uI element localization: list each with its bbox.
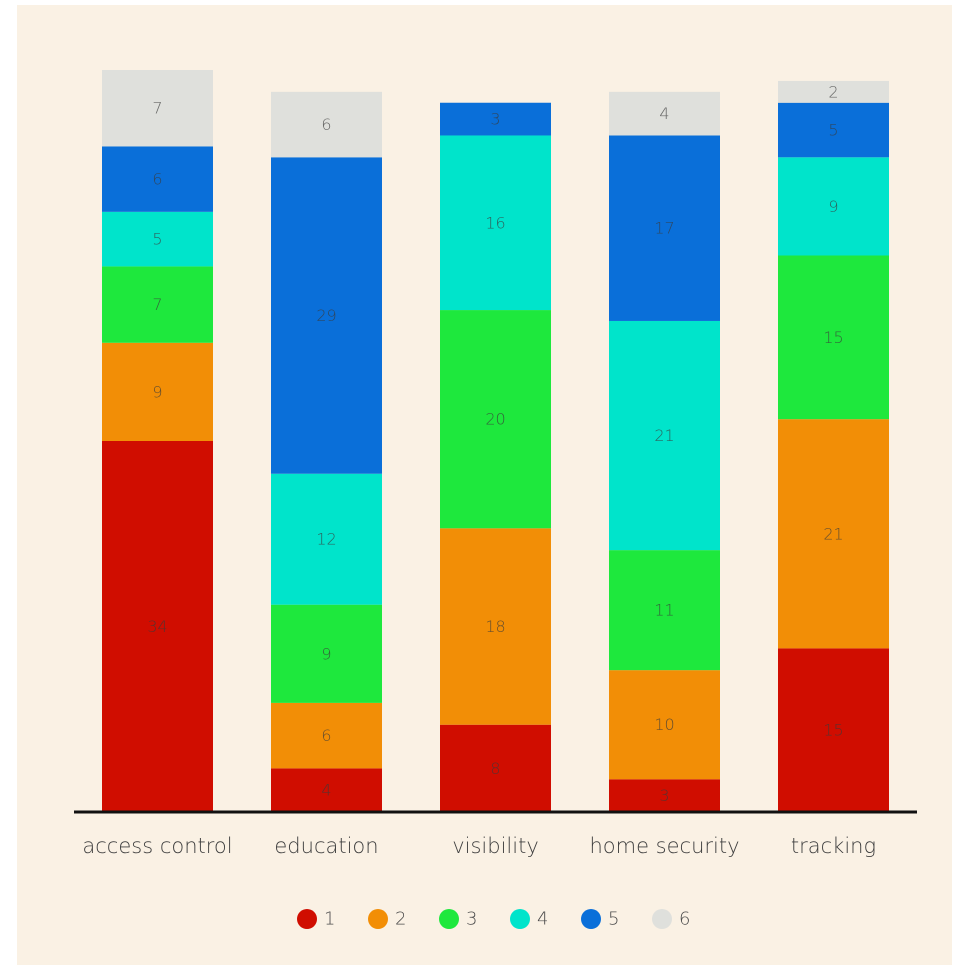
legend-item-1: 1: [297, 909, 335, 930]
segment-value-label: 3: [659, 786, 669, 805]
category-label-tracking: tracking: [791, 834, 876, 858]
bar-segment-visibility-series-2: [440, 528, 551, 725]
legend-item-2: 2: [368, 909, 406, 930]
category-label-visibility: visibility: [452, 834, 539, 858]
legend-item-6: 6: [652, 909, 690, 930]
segment-value-label: 3: [490, 110, 500, 129]
bar-segment-education-series-3: [271, 604, 382, 703]
legend-item-4: 4: [510, 909, 548, 930]
bar-segment-home-security-series-6: [609, 91, 720, 136]
bar-segment-visibility-series-3: [440, 310, 551, 529]
segment-value-label: 8: [490, 759, 500, 778]
bar-segment-home-security-series-1: [609, 779, 720, 812]
segment-value-label: 15: [823, 328, 843, 347]
legend-swatch: [510, 909, 530, 929]
category-label-home-security: home security: [589, 834, 739, 858]
bar-segment-education-series-6: [271, 91, 382, 158]
legend-swatch: [581, 909, 601, 929]
segment-value-label: 5: [152, 230, 162, 249]
legend-label: 6: [679, 909, 690, 930]
segment-value-label: 5: [828, 121, 838, 140]
category-label-education: education: [274, 834, 378, 858]
segment-value-label: 6: [321, 726, 331, 745]
segment-value-label: 2: [828, 82, 838, 101]
bar-segment-education-series-2: [271, 702, 382, 769]
segment-labels-layer: 34 9 7 5 6 7 4 6 9 12 29 6 8 18 20 16 3 3 10 11 21 17 4 15 21 15 9…: [147, 82, 843, 805]
bar-segment-access-control-series-6: [102, 70, 213, 147]
segment-value-label: 4: [321, 781, 331, 800]
legend-swatch: [368, 909, 388, 929]
category-labels-layer: access control education visibility home se…: [82, 834, 876, 858]
segment-value-label: 9: [152, 382, 162, 401]
legend-label: 5: [608, 909, 619, 930]
bar-segment-tracking-series-3: [778, 255, 889, 420]
bar-segment-access-control-series-1: [102, 441, 213, 812]
bar-segment-education-series-4: [271, 473, 382, 605]
segment-value-label: 16: [485, 213, 505, 232]
bar-segment-access-control-series-3: [102, 266, 213, 343]
bar-segment-education-series-5: [271, 157, 382, 474]
bar-segment-home-security-series-4: [609, 320, 720, 551]
bar-segment-home-security-series-5: [609, 135, 720, 321]
bar-segment-visibility-series-4: [440, 135, 551, 311]
legend-swatch: [297, 909, 317, 929]
segment-value-label: 29: [316, 306, 336, 325]
segment-value-label: 12: [316, 530, 336, 549]
segment-value-label: 7: [152, 99, 162, 118]
segment-value-label: 6: [321, 115, 331, 134]
segment-value-label: 15: [823, 721, 843, 740]
bar-segment-education-series-1: [271, 768, 382, 812]
segment-value-label: 21: [823, 524, 843, 543]
segment-value-label: 4: [659, 104, 669, 123]
legend: 1 2 3 4 5 6: [297, 909, 690, 930]
bar-segment-tracking-series-2: [778, 419, 889, 649]
bar-segment-access-control-series-2: [102, 342, 213, 441]
legend-label: 1: [324, 909, 335, 930]
segment-value-label: 21: [654, 426, 674, 445]
bar-segment-home-security-series-2: [609, 670, 720, 780]
legend-swatch: [439, 909, 459, 929]
bar-segment-tracking-series-6: [778, 80, 889, 103]
bar-segment-visibility-series-5: [440, 102, 551, 136]
segment-value-label: 6: [152, 170, 162, 189]
bar-segment-tracking-series-4: [778, 157, 889, 256]
bar-segment-access-control-series-5: [102, 146, 213, 212]
segment-value-label: 9: [828, 197, 838, 216]
segment-value-label: 17: [654, 219, 674, 238]
legend-label: 2: [395, 909, 406, 930]
legend-item-5: 5: [581, 909, 619, 930]
segment-value-label: 10: [654, 715, 674, 734]
segment-value-label: 18: [485, 617, 505, 636]
bar-segment-home-security-series-3: [609, 550, 720, 671]
segment-value-label: 34: [147, 617, 167, 636]
legend-swatch: [652, 909, 672, 929]
chart-panel: 34 9 7 5 6 7 4 6 9 12 29 6 8 18 20 16 3 3 10 11 21 17 4 15 21 15 9…: [17, 5, 952, 965]
bar-segment-visibility-series-1: [440, 724, 551, 812]
segment-value-label: 20: [485, 410, 505, 429]
legend-label: 4: [537, 909, 548, 930]
bars-layer: [102, 70, 889, 812]
category-label-access-control: access control: [82, 834, 232, 858]
bar-segment-tracking-series-1: [778, 648, 889, 812]
legend-item-3: 3: [439, 909, 477, 930]
bar-segment-access-control-series-4: [102, 211, 213, 267]
bar-segment-tracking-series-5: [778, 102, 889, 158]
segment-value-label: 9: [321, 644, 331, 663]
segment-value-label: 7: [152, 295, 162, 314]
stacked-bar-chart: 3497567469122968182016331011211741521159…: [74, 70, 917, 930]
legend-label: 3: [466, 909, 477, 930]
segment-value-label: 11: [654, 601, 674, 620]
